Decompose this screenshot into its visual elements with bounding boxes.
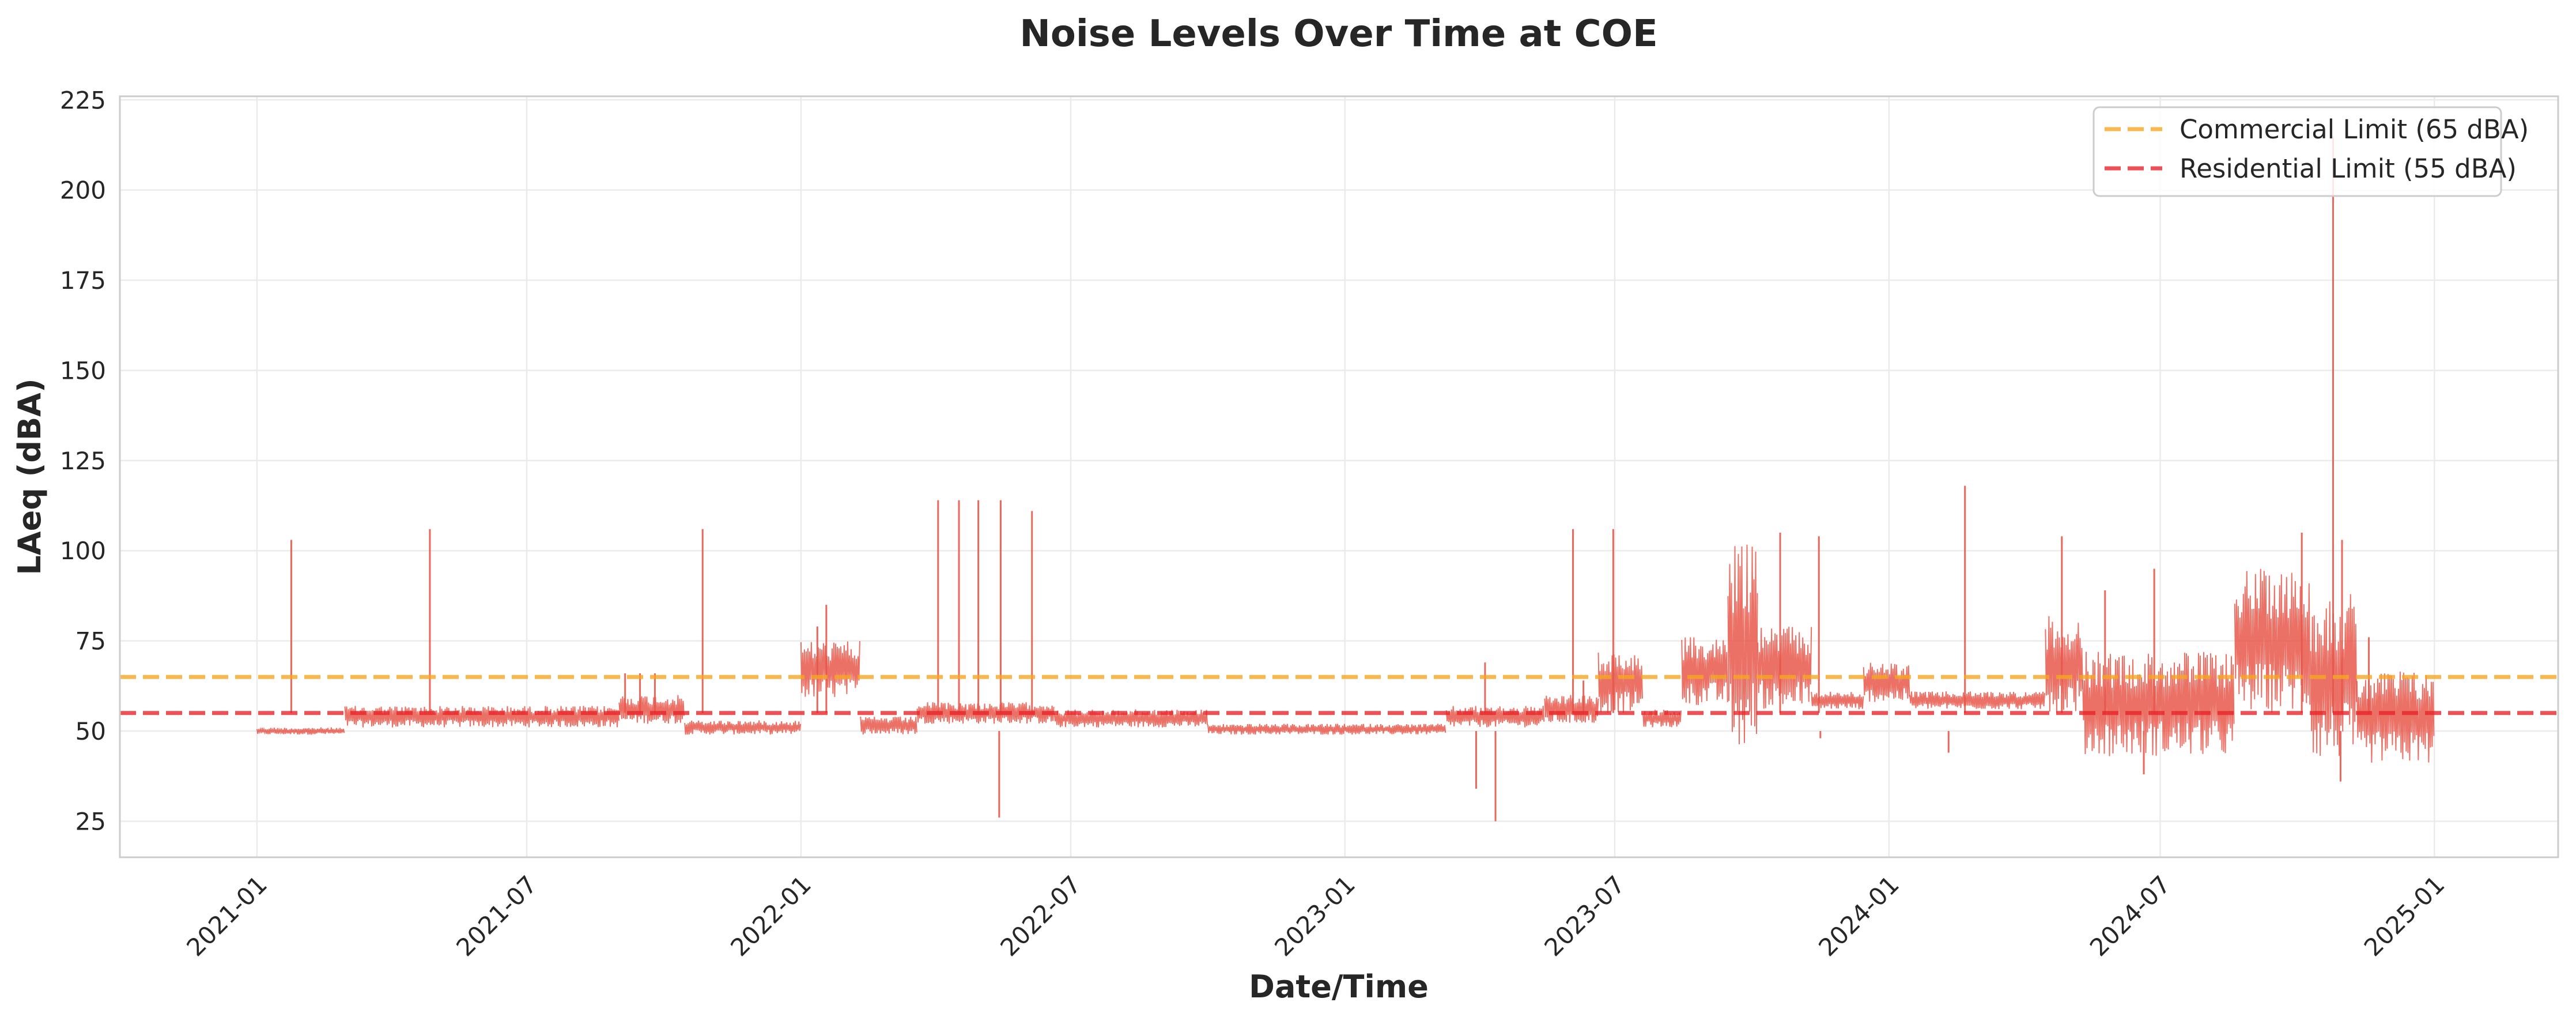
series-segment <box>1445 706 1545 728</box>
legend-label: Residential Limit (55 dBA) <box>2180 153 2517 184</box>
y-tick-label: 50 <box>75 717 106 745</box>
series-segment <box>344 706 620 728</box>
series-segment <box>2045 616 2083 713</box>
y-tick-label: 225 <box>60 86 106 114</box>
series-segment <box>1811 691 1864 710</box>
series-segment <box>1544 695 1599 723</box>
x-axis-label: Date/Time <box>1249 969 1429 1005</box>
y-tick-label: 125 <box>60 447 106 475</box>
series-segment <box>684 720 802 735</box>
legend: Commercial Limit (65 dBA) Residential Lim… <box>2092 106 2529 197</box>
legend-items: Commercial Limit (65 dBA) Residential Lim… <box>2105 114 2529 184</box>
series-segment <box>1642 710 1682 728</box>
reference-lines <box>120 675 2558 715</box>
y-tick-label: 175 <box>60 266 106 295</box>
series-segment <box>860 716 917 734</box>
legend-box <box>2092 106 2502 197</box>
series-segment <box>256 726 345 735</box>
chart-title: Noise Levels Over Time at COE <box>1019 13 1657 55</box>
series-segment <box>1909 691 2045 710</box>
y-tick-labels: 25 50 75 100 125 150 175 200 225 <box>60 86 106 835</box>
series-segment <box>1727 544 1758 745</box>
series-segment <box>800 641 860 698</box>
y-tick-label: 75 <box>75 627 106 655</box>
series-segment <box>1597 653 1643 713</box>
series-segment <box>1681 637 1728 706</box>
series-segment <box>2234 568 2311 713</box>
series-segment <box>1053 709 1208 728</box>
series-segment <box>1757 627 1812 709</box>
y-tick-label: 200 <box>60 176 106 205</box>
legend-label: Commercial Limit (65 dBA) <box>2180 114 2529 145</box>
y-tick-label: 100 <box>60 537 106 565</box>
series-segment <box>2356 671 2435 763</box>
y-tick-label: 25 <box>75 807 106 835</box>
y-tick-label: 150 <box>60 356 106 385</box>
y-axis-label: LAeq (dBA) <box>12 378 48 575</box>
series-segment <box>1207 724 1446 735</box>
plot-frame <box>119 95 2559 858</box>
